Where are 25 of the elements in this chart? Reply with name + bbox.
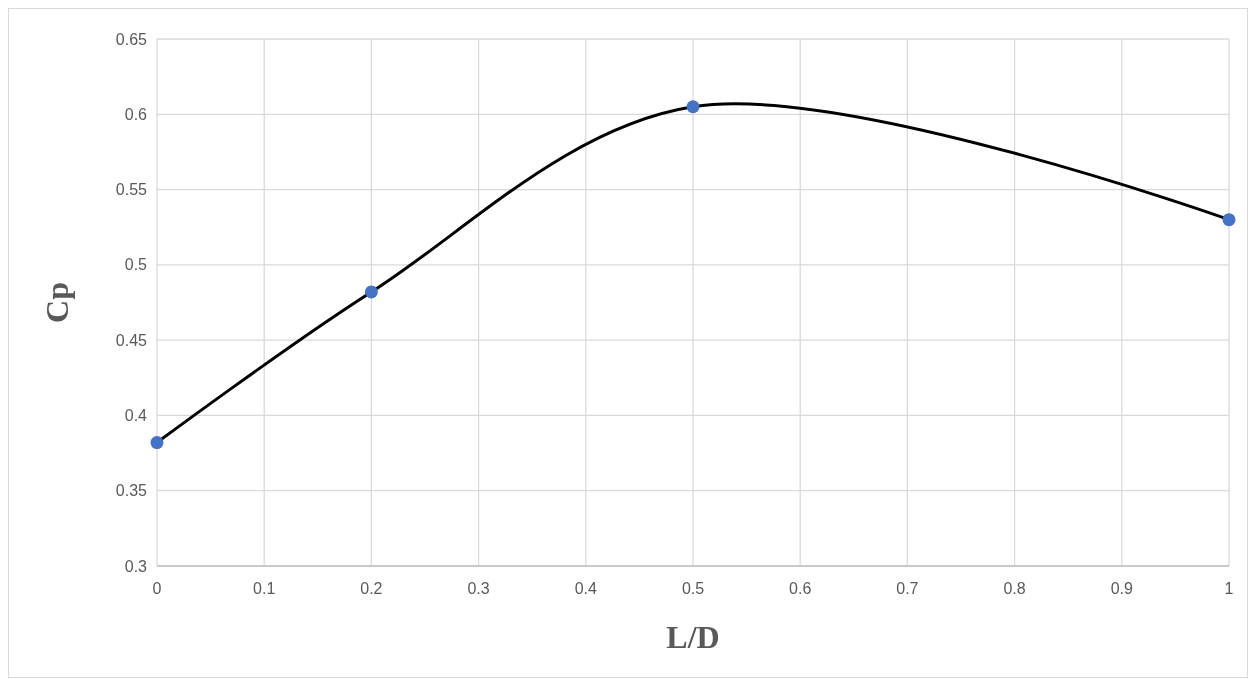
y-tick-label: 0.55 <box>115 181 148 199</box>
y-tick-label: 0.6 <box>124 105 148 123</box>
point <box>364 285 378 299</box>
x-tick-label: 0.1 <box>253 580 276 597</box>
y-tick-label: 0.3 <box>124 557 148 575</box>
point <box>150 436 164 450</box>
y-tick-label: 0.45 <box>115 331 148 349</box>
x-tick-label: 0.9 <box>1110 580 1134 597</box>
point <box>1222 213 1236 227</box>
y-tick-label: 0.4 <box>124 407 148 425</box>
x-tick-label: 0.7 <box>896 580 919 597</box>
x-tick-label: 1 <box>1224 580 1234 597</box>
x-tick-label: 0 <box>152 580 162 597</box>
y-tick-label: 0.5 <box>124 256 148 274</box>
x-tick-label: 0.3 <box>467 580 490 597</box>
x-tick-label: 0.4 <box>574 580 598 597</box>
x-axis-title: L/D <box>666 619 720 655</box>
y-tick-label: 0.35 <box>115 482 148 500</box>
x-tick-label: 0.6 <box>789 580 812 597</box>
x-tick-label: 0.5 <box>681 580 705 597</box>
x-tick-label: 0.2 <box>360 580 383 597</box>
x-tick-label: 0.8 <box>1003 580 1026 597</box>
y-axis-title: Cp <box>39 282 75 323</box>
y-tick-label: 0.65 <box>115 30 148 48</box>
point <box>686 100 700 114</box>
